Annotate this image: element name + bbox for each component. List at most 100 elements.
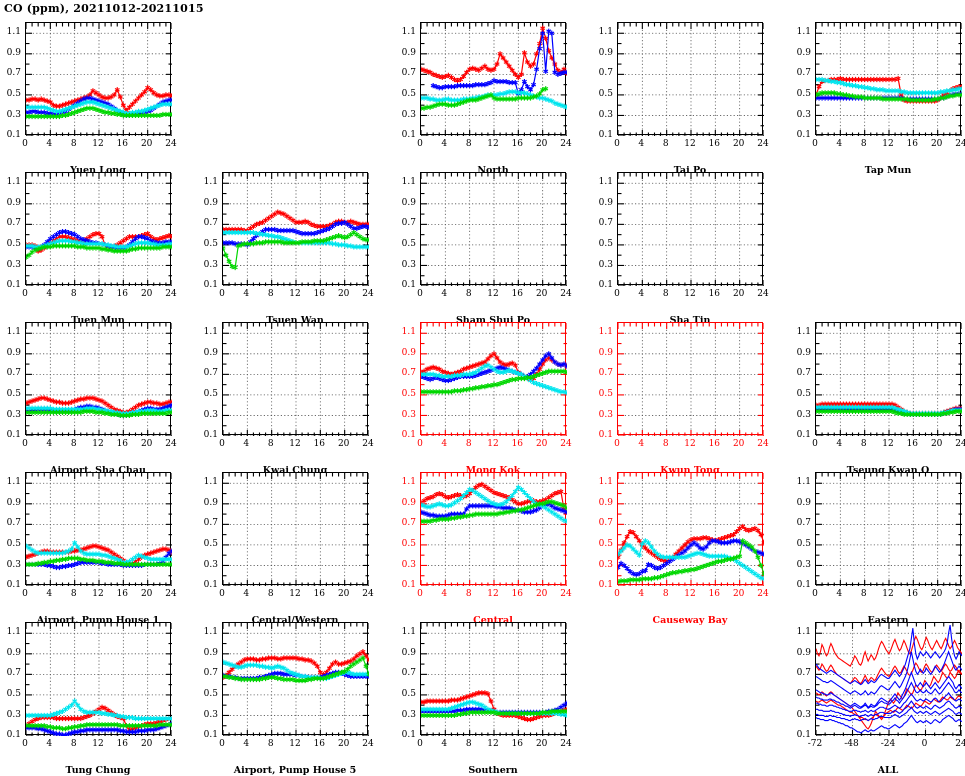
x-axis-tick-label: 4 bbox=[46, 739, 53, 749]
y-axis-tick-label: 0.3 bbox=[598, 109, 613, 120]
y-axis-tick-label: 0.3 bbox=[203, 409, 218, 420]
x-axis-tick-label: 4 bbox=[836, 139, 843, 149]
x-axis-tick-label: 20 bbox=[535, 289, 548, 299]
series-green bbox=[616, 538, 767, 584]
x-axis-tick-label: 12 bbox=[289, 439, 301, 449]
series-cyan bbox=[24, 698, 175, 721]
x-axis-tick-label: 8 bbox=[70, 139, 77, 149]
x-axis-tick-label: 24 bbox=[955, 739, 965, 749]
x-axis-tick-label: 4 bbox=[836, 589, 843, 599]
x-axis-tick-label: 24 bbox=[757, 439, 769, 449]
y-axis-tick-label: 0.7 bbox=[6, 518, 21, 529]
y-axis-tick-label: 0.5 bbox=[796, 688, 811, 699]
x-axis-tick-label: 20 bbox=[732, 439, 745, 449]
y-axis-tick-label: 0.9 bbox=[401, 197, 416, 208]
panel-title: Kwun Tong bbox=[660, 465, 720, 476]
x-axis-tick-label: 20 bbox=[930, 439, 943, 449]
y-axis-tick-label: 0.1 bbox=[6, 730, 21, 740]
plot-area bbox=[420, 322, 566, 435]
plot-area bbox=[420, 22, 566, 135]
x-axis-tick-label: 24 bbox=[165, 139, 177, 149]
series-cyan bbox=[814, 77, 965, 96]
y-axis-tick-label: 0.7 bbox=[401, 518, 416, 529]
y-axis-tick-label: 0.3 bbox=[203, 559, 218, 570]
x-axis-tick-label: 8 bbox=[860, 139, 867, 149]
y-axis-tick-label: 0.3 bbox=[401, 709, 416, 720]
x-axis-tick-label: 24 bbox=[165, 439, 177, 449]
x-axis-tick-label: 4 bbox=[638, 289, 645, 299]
panel-title: Tai Po bbox=[673, 165, 707, 176]
x-axis-tick-label: 8 bbox=[70, 439, 77, 449]
y-axis-tick-label: 0.7 bbox=[203, 218, 218, 229]
y-axis-tick-label: 0.9 bbox=[796, 47, 811, 58]
series-green bbox=[24, 556, 175, 567]
x-axis-tick-label: 8 bbox=[267, 439, 274, 449]
x-axis-tick-label: 8 bbox=[465, 589, 472, 599]
y-axis-tick-label: 0.7 bbox=[6, 368, 21, 379]
x-axis-tick-label: 4 bbox=[441, 439, 448, 449]
x-axis-tick-label: 24 bbox=[955, 589, 965, 599]
y-axis-tick-label: 0.3 bbox=[203, 709, 218, 720]
x-axis-tick-label: 0 bbox=[417, 739, 423, 749]
x-axis-tick-label: 12 bbox=[487, 589, 499, 599]
series-0000ff bbox=[816, 652, 962, 695]
plot-area bbox=[617, 472, 763, 585]
x-axis-tick-label: 8 bbox=[860, 439, 867, 449]
y-axis-tick-label: 0.7 bbox=[6, 218, 21, 229]
x-axis-tick-label: 12 bbox=[289, 739, 301, 749]
panel-title: Airport, Pump House 5 bbox=[233, 765, 357, 776]
x-axis-tick-label: 20 bbox=[732, 589, 745, 599]
x-axis-tick-label: 16 bbox=[511, 289, 524, 299]
y-axis-tick-label: 0.5 bbox=[6, 538, 21, 549]
series-ff0000 bbox=[816, 636, 962, 666]
y-axis-tick-label: 0.1 bbox=[796, 430, 811, 440]
x-axis-tick-label: 16 bbox=[511, 439, 524, 449]
x-axis-tick-label: 12 bbox=[92, 589, 104, 599]
y-axis-tick-label: 0.3 bbox=[796, 409, 811, 420]
y-axis-tick-label: 0.5 bbox=[796, 388, 811, 399]
series-0000ff bbox=[816, 693, 962, 713]
y-axis-tick-label: 0.7 bbox=[796, 668, 811, 679]
panel-sha-tin: 1.1 0.9 0.7 0.5 0.3 0.1 0 4 8 12 16 20 24 Sha Tin bbox=[599, 172, 769, 326]
panel-title: Tuen Mun bbox=[71, 315, 125, 326]
y-axis-tick-label: 0.9 bbox=[203, 647, 218, 658]
x-axis-tick-label: 4 bbox=[243, 739, 250, 749]
series-green bbox=[814, 90, 965, 102]
y-axis-tick-label: 0.9 bbox=[401, 347, 416, 358]
x-axis-tick-label: 0 bbox=[219, 289, 225, 299]
y-axis-tick-label: 0.1 bbox=[6, 430, 21, 440]
y-axis-tick-label: 0.5 bbox=[203, 688, 218, 699]
series-green bbox=[419, 369, 570, 395]
series-0000ff bbox=[816, 715, 962, 732]
panel-causeway-bay: 1.1 0.9 0.7 0.5 0.3 0.1 0 4 8 12 16 20 24 Causeway Ba… bbox=[599, 472, 769, 626]
series-red bbox=[24, 85, 175, 113]
panel-title: Eastern bbox=[867, 615, 909, 626]
x-axis-tick-label: 16 bbox=[511, 739, 524, 749]
panel-title: Tap Mun bbox=[864, 165, 912, 176]
x-axis-tick-label: 24 bbox=[757, 139, 769, 149]
y-axis-tick-label: 0.7 bbox=[598, 68, 613, 79]
plot-area bbox=[25, 322, 171, 435]
series-green bbox=[24, 106, 175, 119]
x-axis-tick-label: 12 bbox=[684, 589, 696, 599]
x-axis-tick-label: 8 bbox=[70, 289, 77, 299]
y-axis-tick-label: 1.1 bbox=[796, 477, 811, 488]
y-axis-tick-label: 0.3 bbox=[6, 109, 21, 120]
x-axis-tick-label: 12 bbox=[684, 439, 696, 449]
x-axis-tick-label: 0 bbox=[22, 739, 28, 749]
y-axis-tick-label: 0.5 bbox=[6, 388, 21, 399]
y-axis-tick-label: 1.1 bbox=[401, 627, 416, 638]
x-axis-tick-label: 24 bbox=[362, 439, 374, 449]
x-axis-tick-label: 16 bbox=[313, 439, 326, 449]
y-axis-tick-label: 1.1 bbox=[6, 477, 21, 488]
x-axis-tick-label: 16 bbox=[313, 739, 326, 749]
x-axis-tick-label: 24 bbox=[560, 439, 572, 449]
y-axis-tick-label: 0.5 bbox=[598, 388, 613, 399]
x-axis-tick-label: 8 bbox=[465, 139, 472, 149]
y-axis-tick-label: 0.5 bbox=[203, 538, 218, 549]
x-axis-tick-label: -48 bbox=[844, 739, 859, 749]
x-axis-tick-label: 16 bbox=[313, 589, 326, 599]
x-axis-tick-label: 0 bbox=[812, 439, 818, 449]
y-axis-tick-label: 0.9 bbox=[6, 47, 21, 58]
x-axis-tick-label: 12 bbox=[92, 439, 104, 449]
